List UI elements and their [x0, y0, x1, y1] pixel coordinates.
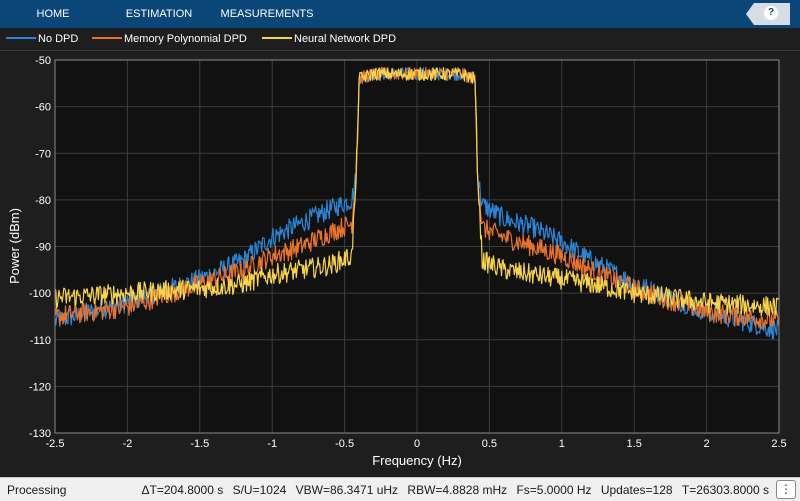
toolstrip: HOME ESTIMATION MEASUREMENTS ?: [0, 0, 800, 28]
legend-item-no-dpd[interactable]: No DPD: [6, 32, 78, 46]
x-tick-label: -0.5: [335, 438, 354, 450]
legend: No DPD Memory Polynomial DPD Neural Netw…: [0, 28, 800, 51]
y-tick-label: -120: [29, 381, 51, 393]
x-tick-label: -2.5: [46, 438, 65, 450]
status-field-time: T=26303.8000 s: [681, 483, 769, 497]
status-field-vbw: VBW=86.3471 uHz: [295, 483, 399, 497]
x-tick-label: 1.5: [627, 438, 642, 450]
question-mark-icon: ?: [764, 6, 778, 20]
tab-estimation[interactable]: ESTIMATION: [125, 8, 193, 20]
legend-swatch-no-dpd: [6, 37, 36, 40]
status-field-su: S/U=1024: [232, 483, 287, 497]
x-tick-label: 1: [559, 438, 565, 450]
y-tick-label: -130: [29, 428, 51, 440]
tick-labels: -2.5 -2 -1.5 -1 -0.5 0 0.5 1 1.5 2 2.5 -50 -60 -70 -80…: [29, 55, 787, 450]
status-field-updates: Updates=128: [600, 483, 673, 497]
y-tick-label: -50: [35, 55, 51, 67]
legend-item-neural-network-dpd[interactable]: Neural Network DPD: [262, 32, 396, 46]
x-tick-label: 2.5: [771, 438, 786, 450]
tab-home[interactable]: HOME: [36, 8, 70, 20]
y-tick-label: -90: [35, 242, 51, 254]
status-field-fs: Fs=5.0000 Hz: [516, 483, 592, 497]
legend-label-no-dpd: No DPD: [38, 33, 79, 45]
legend-label-neural-network-dpd: Neural Network DPD: [294, 33, 397, 45]
x-axis-label: Frequency (Hz): [372, 453, 462, 468]
vertical-ellipsis-icon[interactable]: ⋮: [776, 480, 796, 499]
status-field-delta-t: ΔT=204.8000 s: [141, 483, 224, 497]
y-tick-label: -70: [35, 148, 51, 160]
x-tick-label: -2: [123, 438, 133, 450]
spectrum-plot[interactable]: -2.5 -2 -1.5 -1 -0.5 0 0.5 1 1.5 2 2.5 -50 -60 -70 -80…: [0, 50, 800, 477]
help-button[interactable]: ?: [746, 3, 790, 25]
status-fields: ΔT=204.8000 s S/U=1024 VBW=86.3471 uHz R…: [136, 483, 770, 497]
y-tick-label: -60: [35, 102, 51, 114]
legend-label-memory-polynomial-dpd: Memory Polynomial DPD: [124, 33, 247, 45]
legend-swatch-neural-network-dpd: [262, 37, 292, 40]
x-tick-label: 0.5: [482, 438, 497, 450]
y-axis-label: Power (dBm): [7, 208, 22, 284]
status-field-rbw: RBW=4.8828 mHz: [407, 483, 508, 497]
series-line-neural-network-dpd: [54, 67, 780, 317]
x-tick-label: -1.5: [190, 438, 209, 450]
legend-item-memory-polynomial-dpd[interactable]: Memory Polynomial DPD: [92, 32, 247, 46]
status-text: Processing: [7, 483, 67, 497]
y-tick-label: -110: [30, 335, 51, 347]
x-tick-label: 0: [414, 438, 420, 450]
y-tick-label: -100: [29, 288, 51, 300]
series-layer: [54, 66, 780, 340]
y-tick-label: -80: [35, 195, 51, 207]
plot-frame: [54, 59, 780, 434]
status-bar: Processing ΔT=204.8000 s S/U=1024 VBW=86…: [0, 477, 800, 501]
x-tick-label: 2: [704, 438, 710, 450]
x-tick-label: -1: [267, 438, 277, 450]
tab-measurements[interactable]: MEASUREMENTS: [220, 8, 314, 20]
legend-swatch-memory-polynomial-dpd: [92, 37, 122, 40]
